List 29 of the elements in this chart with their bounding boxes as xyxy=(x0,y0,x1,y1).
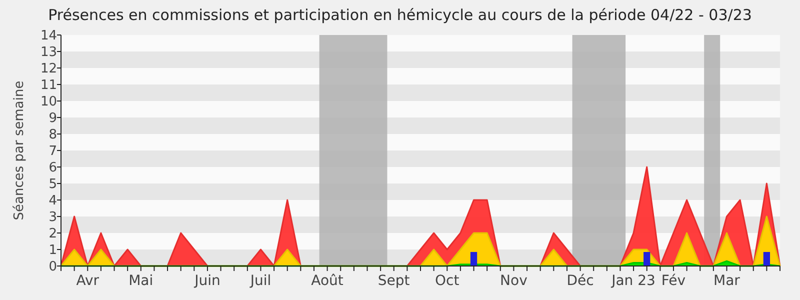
x-tick-label: Avr xyxy=(76,273,100,289)
y-tick-label: 6 xyxy=(48,160,57,176)
x-tick-label: Mai xyxy=(128,273,154,289)
y-tick-label: 8 xyxy=(48,128,57,143)
x-tick-label: Mar xyxy=(714,273,740,289)
y-tick-label: 4 xyxy=(48,194,57,209)
y-tick-label: 11 xyxy=(40,78,57,94)
y-tick-label: 3 xyxy=(48,210,57,226)
y-tick-label: 0 xyxy=(48,260,57,275)
y-tick-label: 2 xyxy=(48,226,57,242)
x-tick-label: Déc xyxy=(566,273,594,289)
chart-title: Présences en commissions et participation en hémicycle au cours de la période 04/22 - 03/23 xyxy=(48,6,752,24)
x-tick-label: Juin xyxy=(194,273,220,289)
x-tick-label: Juil xyxy=(249,273,272,289)
y-tick-label: 7 xyxy=(48,144,57,160)
x-tick-label: Jan 23 xyxy=(610,273,656,289)
y-tick-label: 12 xyxy=(40,62,57,77)
x-tick-label: Fév xyxy=(661,273,686,289)
y-tick-label: 13 xyxy=(40,45,57,60)
x-tick-label: Août xyxy=(311,273,344,289)
y-tick-label: 9 xyxy=(48,111,57,126)
y-axis-title: Séances par semaine xyxy=(12,80,27,220)
y-tick-label: 14 xyxy=(40,28,57,44)
y-tick-label: 1 xyxy=(48,243,57,258)
x-tick-label: Sept xyxy=(378,273,410,289)
x-tick-label: Oct xyxy=(435,273,460,289)
y-tick-label: 5 xyxy=(48,177,57,192)
x-tick-label: Nov xyxy=(500,273,528,289)
y-tick-label: 10 xyxy=(40,94,57,110)
